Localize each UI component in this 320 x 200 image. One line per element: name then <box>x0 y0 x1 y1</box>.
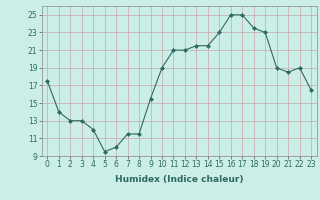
X-axis label: Humidex (Indice chaleur): Humidex (Indice chaleur) <box>115 175 244 184</box>
